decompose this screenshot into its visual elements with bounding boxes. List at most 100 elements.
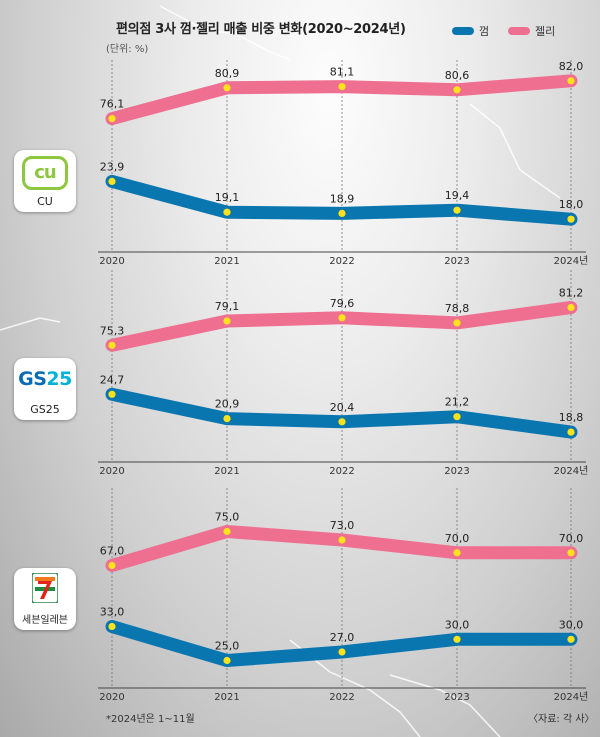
data-label: 70,0 (559, 532, 584, 545)
data-label: 78,8 (445, 302, 470, 315)
x-tick-label: 2023 (444, 466, 469, 477)
data-label: 18,9 (330, 192, 355, 205)
panel-1: 2020 2021 2022 2023 2024년 75,3 79,1 79,6 78,8 81,… (98, 270, 588, 477)
x-tick-label: 2020 (99, 466, 124, 477)
x-tick-label: 2022 (329, 692, 354, 703)
data-label: 19,4 (445, 189, 470, 202)
data-point (338, 83, 346, 91)
data-point (108, 561, 116, 570)
data-label: 20,4 (330, 401, 355, 414)
data-point (108, 390, 116, 398)
data-label: 30,0 (445, 618, 470, 631)
data-label: 80,9 (215, 67, 240, 80)
data-label: 75,3 (100, 324, 125, 337)
legend-item-gum: 껌 (452, 23, 489, 39)
data-point (108, 115, 116, 123)
data-point (223, 656, 231, 665)
seven-eleven-logo-icon (32, 573, 58, 603)
unit-label: (단위: %) (106, 44, 149, 55)
x-tick-label: 2024년 (554, 255, 589, 267)
cu-logo-card: cu CU (14, 150, 76, 212)
legend-label-gum: 껌 (479, 25, 490, 38)
x-tick-label: 2024년 (554, 691, 589, 703)
footnote: *2024년은 1~11월 (106, 714, 195, 725)
data-label: 18,8 (559, 411, 584, 424)
data-point (453, 635, 461, 643)
panel-0: 2020 2021 2022 2023 2024년 76,1 80,9 81,1 80,6 82,… (98, 60, 588, 267)
data-label: 73,0 (330, 519, 355, 532)
data-point (338, 648, 346, 656)
legend-swatch-gum (452, 27, 474, 35)
data-point (223, 84, 231, 92)
source-credit: 〈자료: 각 사〉 (528, 714, 595, 725)
data-label: 67,0 (100, 545, 125, 558)
seven-eleven-store-name: 세븐일레븐 (22, 615, 68, 626)
data-label: 19,1 (215, 191, 240, 204)
data-point (108, 177, 116, 185)
crack-decoration (0, 5, 561, 737)
data-point (453, 319, 461, 327)
panel-2: 2020 2021 2022 2023 2024년 67,0 75,0 73,0 70,0 70,… (98, 488, 588, 703)
chart-title: 편의점 3사 껌·젤리 매출 비중 변화(2020~2024년) (116, 22, 406, 37)
seven-eleven-logo-card: 세븐일레븐 (14, 568, 76, 630)
data-point (223, 527, 231, 536)
gs25-store-name: GS25 (30, 403, 60, 416)
data-point (223, 317, 231, 325)
data-point (223, 208, 231, 216)
x-tick-label: 2020 (99, 256, 124, 267)
data-label: 79,1 (215, 300, 240, 313)
data-label: 82,0 (559, 60, 584, 73)
gs25-logo-icon: GS25 (18, 368, 72, 390)
data-label: 30,0 (559, 618, 584, 631)
data-point (108, 622, 116, 631)
gs25-logo-card: GS25 GS25 (14, 358, 76, 420)
data-point (567, 428, 575, 436)
data-label: 18,0 (559, 198, 584, 211)
x-tick-label: 2024년 (554, 465, 589, 477)
x-tick-label: 2020 (99, 692, 124, 703)
x-tick-label: 2023 (444, 256, 469, 267)
x-tick-label: 2021 (214, 692, 239, 703)
data-point (567, 303, 575, 312)
data-label: 20,9 (215, 398, 240, 411)
data-label: 33,0 (100, 606, 125, 619)
data-point (567, 635, 575, 643)
data-point (338, 209, 346, 217)
data-point (338, 536, 346, 544)
legend-swatch-jelly (508, 27, 530, 35)
x-tick-label: 2021 (214, 466, 239, 477)
data-label: 23,9 (100, 160, 125, 173)
x-tick-label: 2022 (329, 466, 354, 477)
data-label: 25,0 (215, 640, 240, 653)
data-label: 21,2 (445, 396, 470, 409)
data-point (567, 549, 575, 557)
data-point (338, 418, 346, 426)
data-point (338, 314, 346, 322)
data-label: 81,2 (559, 287, 584, 300)
data-point (567, 77, 575, 85)
data-label: 79,6 (330, 297, 355, 310)
data-label: 24,7 (100, 373, 125, 386)
x-tick-label: 2022 (329, 256, 354, 267)
data-point (453, 549, 461, 557)
data-point (453, 413, 461, 421)
legend-label-jelly: 젤리 (535, 25, 556, 38)
cu-store-name: CU (37, 195, 53, 208)
data-label: 75,0 (215, 511, 240, 524)
data-label: 80,6 (445, 69, 470, 82)
data-label: 76,1 (100, 98, 125, 111)
data-label: 27,0 (330, 631, 355, 644)
data-label: 81,1 (330, 66, 355, 79)
cu-logo-icon: cu (22, 156, 68, 190)
data-point (453, 206, 461, 214)
x-tick-label: 2021 (214, 256, 239, 267)
legend-item-jelly: 젤리 (508, 23, 555, 39)
data-point (567, 215, 575, 223)
data-point (108, 341, 116, 349)
data-label: 70,0 (445, 532, 470, 545)
data-point (223, 415, 231, 423)
x-tick-label: 2023 (444, 692, 469, 703)
series-line-jelly (105, 301, 578, 352)
